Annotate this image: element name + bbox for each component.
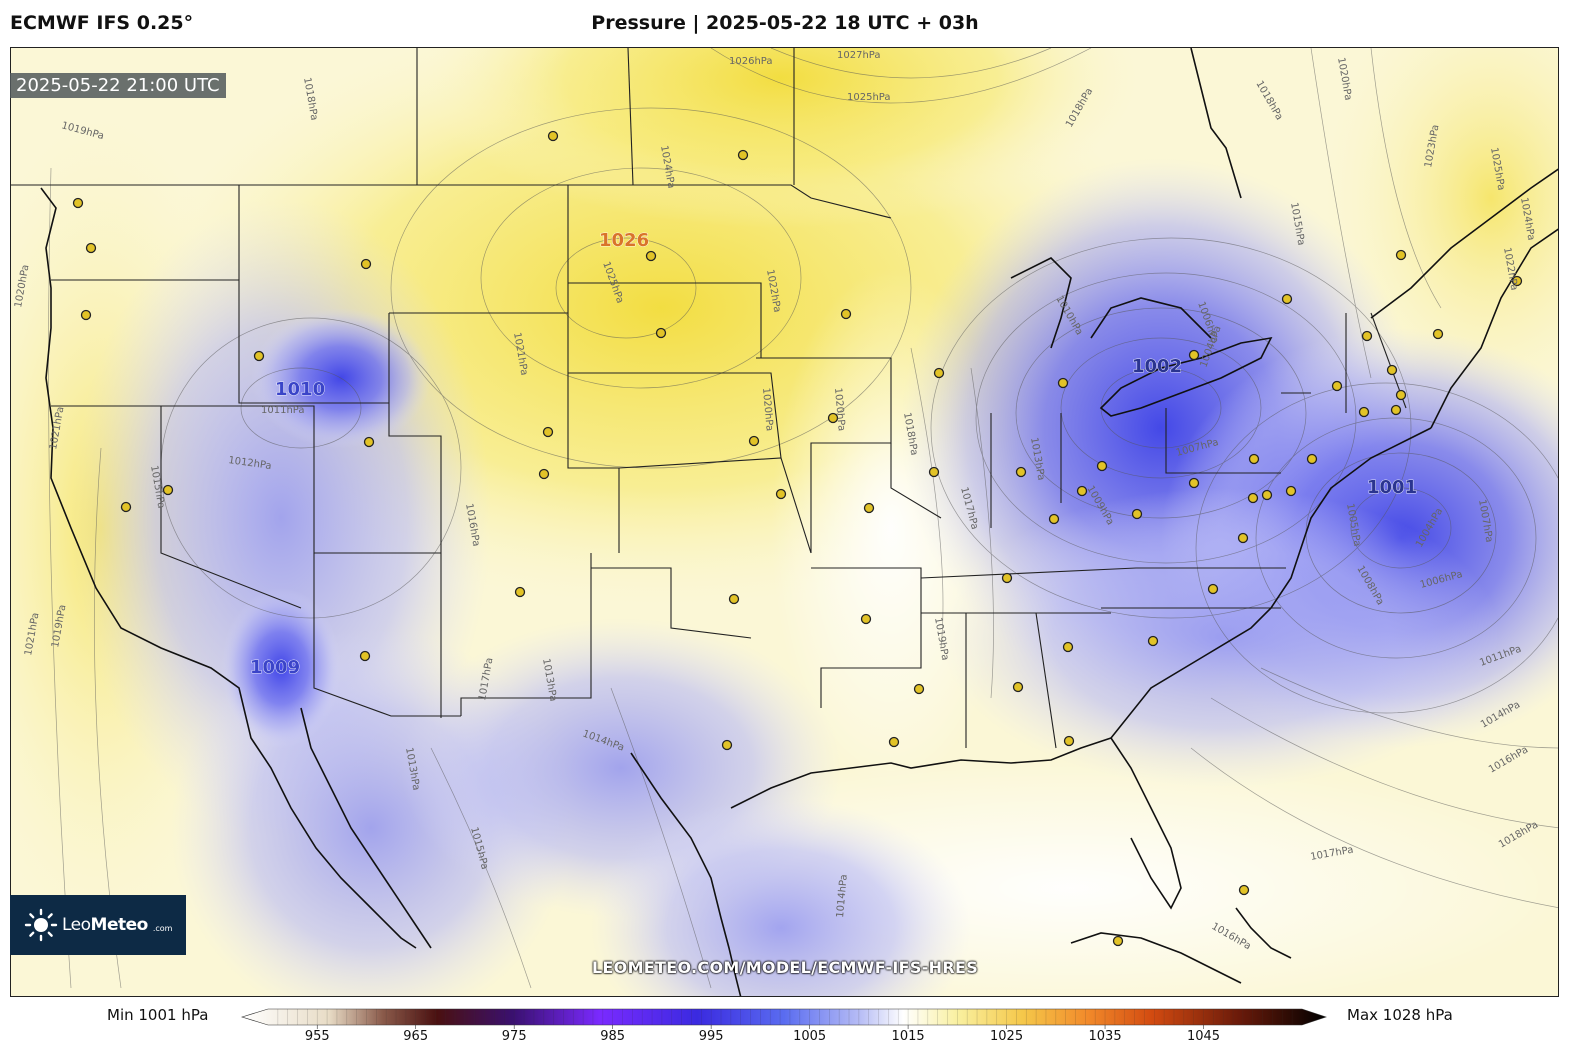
isobar-label: 1020hPa (760, 387, 775, 431)
borders (11, 48, 1407, 749)
valid-time-badge: 2025-05-22 21:00 UTC (10, 73, 226, 98)
colorbar-tick-label: 995 (698, 1029, 724, 1044)
isobar-label: 1011hPa (261, 405, 305, 416)
colorbar-max-label: Max 1028 hPa (1347, 1006, 1453, 1024)
colorbar-min-label: Min 1001 hPa (107, 1006, 209, 1024)
colorbar-tick-label: 955 (304, 1029, 330, 1044)
isobar-label: 1026hPa (729, 56, 773, 67)
city-markers (72, 130, 1523, 947)
center-high-label: 1026 (599, 230, 649, 251)
sun-icon (24, 908, 58, 942)
pressure-map[interactable]: 1026 1010 1009 1002 1001 1026hPa 1027hPa… (10, 47, 1559, 997)
pressure-centers: 1026 1010 1009 1002 1001 (250, 230, 1418, 679)
chart-title: Pressure | 2025-05-22 18 UTC + 03h (591, 12, 979, 34)
leometeo-logo[interactable]: LeoMeteo .com (10, 895, 186, 955)
center-low-label: 1009 (250, 657, 300, 678)
isobar-label: 1025hPa (847, 92, 891, 103)
center-low-label: 1001 (1367, 477, 1417, 498)
map-canvas: 1026 1010 1009 1002 1001 1026hPa 1027hPa… (11, 48, 1558, 996)
isobar-label: 1014hPa (835, 874, 850, 918)
isobar-label: 1027hPa (837, 50, 881, 61)
model-name: ECMWF IFS 0.25° (10, 12, 194, 34)
isobar-label: 1020hPa (832, 387, 847, 431)
logo-wordmark: LeoMeteo (62, 915, 148, 935)
center-low-label: 1002 (1132, 356, 1182, 377)
center-low-label: 1010 (275, 379, 325, 400)
pressure-field (11, 48, 1558, 996)
colorbar-tick-label: 1025 (990, 1029, 1024, 1044)
colorbar-tick-label: 1035 (1088, 1029, 1122, 1044)
colorbar (240, 1008, 1327, 1029)
coastlines (40, 48, 1558, 996)
colorbar-tick-label: 1015 (891, 1029, 925, 1044)
colorbar-tick-label: 985 (600, 1029, 626, 1044)
logo-domain: .com (152, 923, 173, 933)
colorbar-tick-label: 1045 (1186, 1029, 1221, 1044)
colorbar-tick-label: 1005 (793, 1029, 827, 1044)
colorbar-tick-label: 965 (403, 1029, 429, 1044)
source-url[interactable]: LEOMETEO.COM/MODEL/ECMWF-IFS-HRES (591, 958, 979, 977)
colorbar-tick-label: 975 (501, 1029, 527, 1044)
